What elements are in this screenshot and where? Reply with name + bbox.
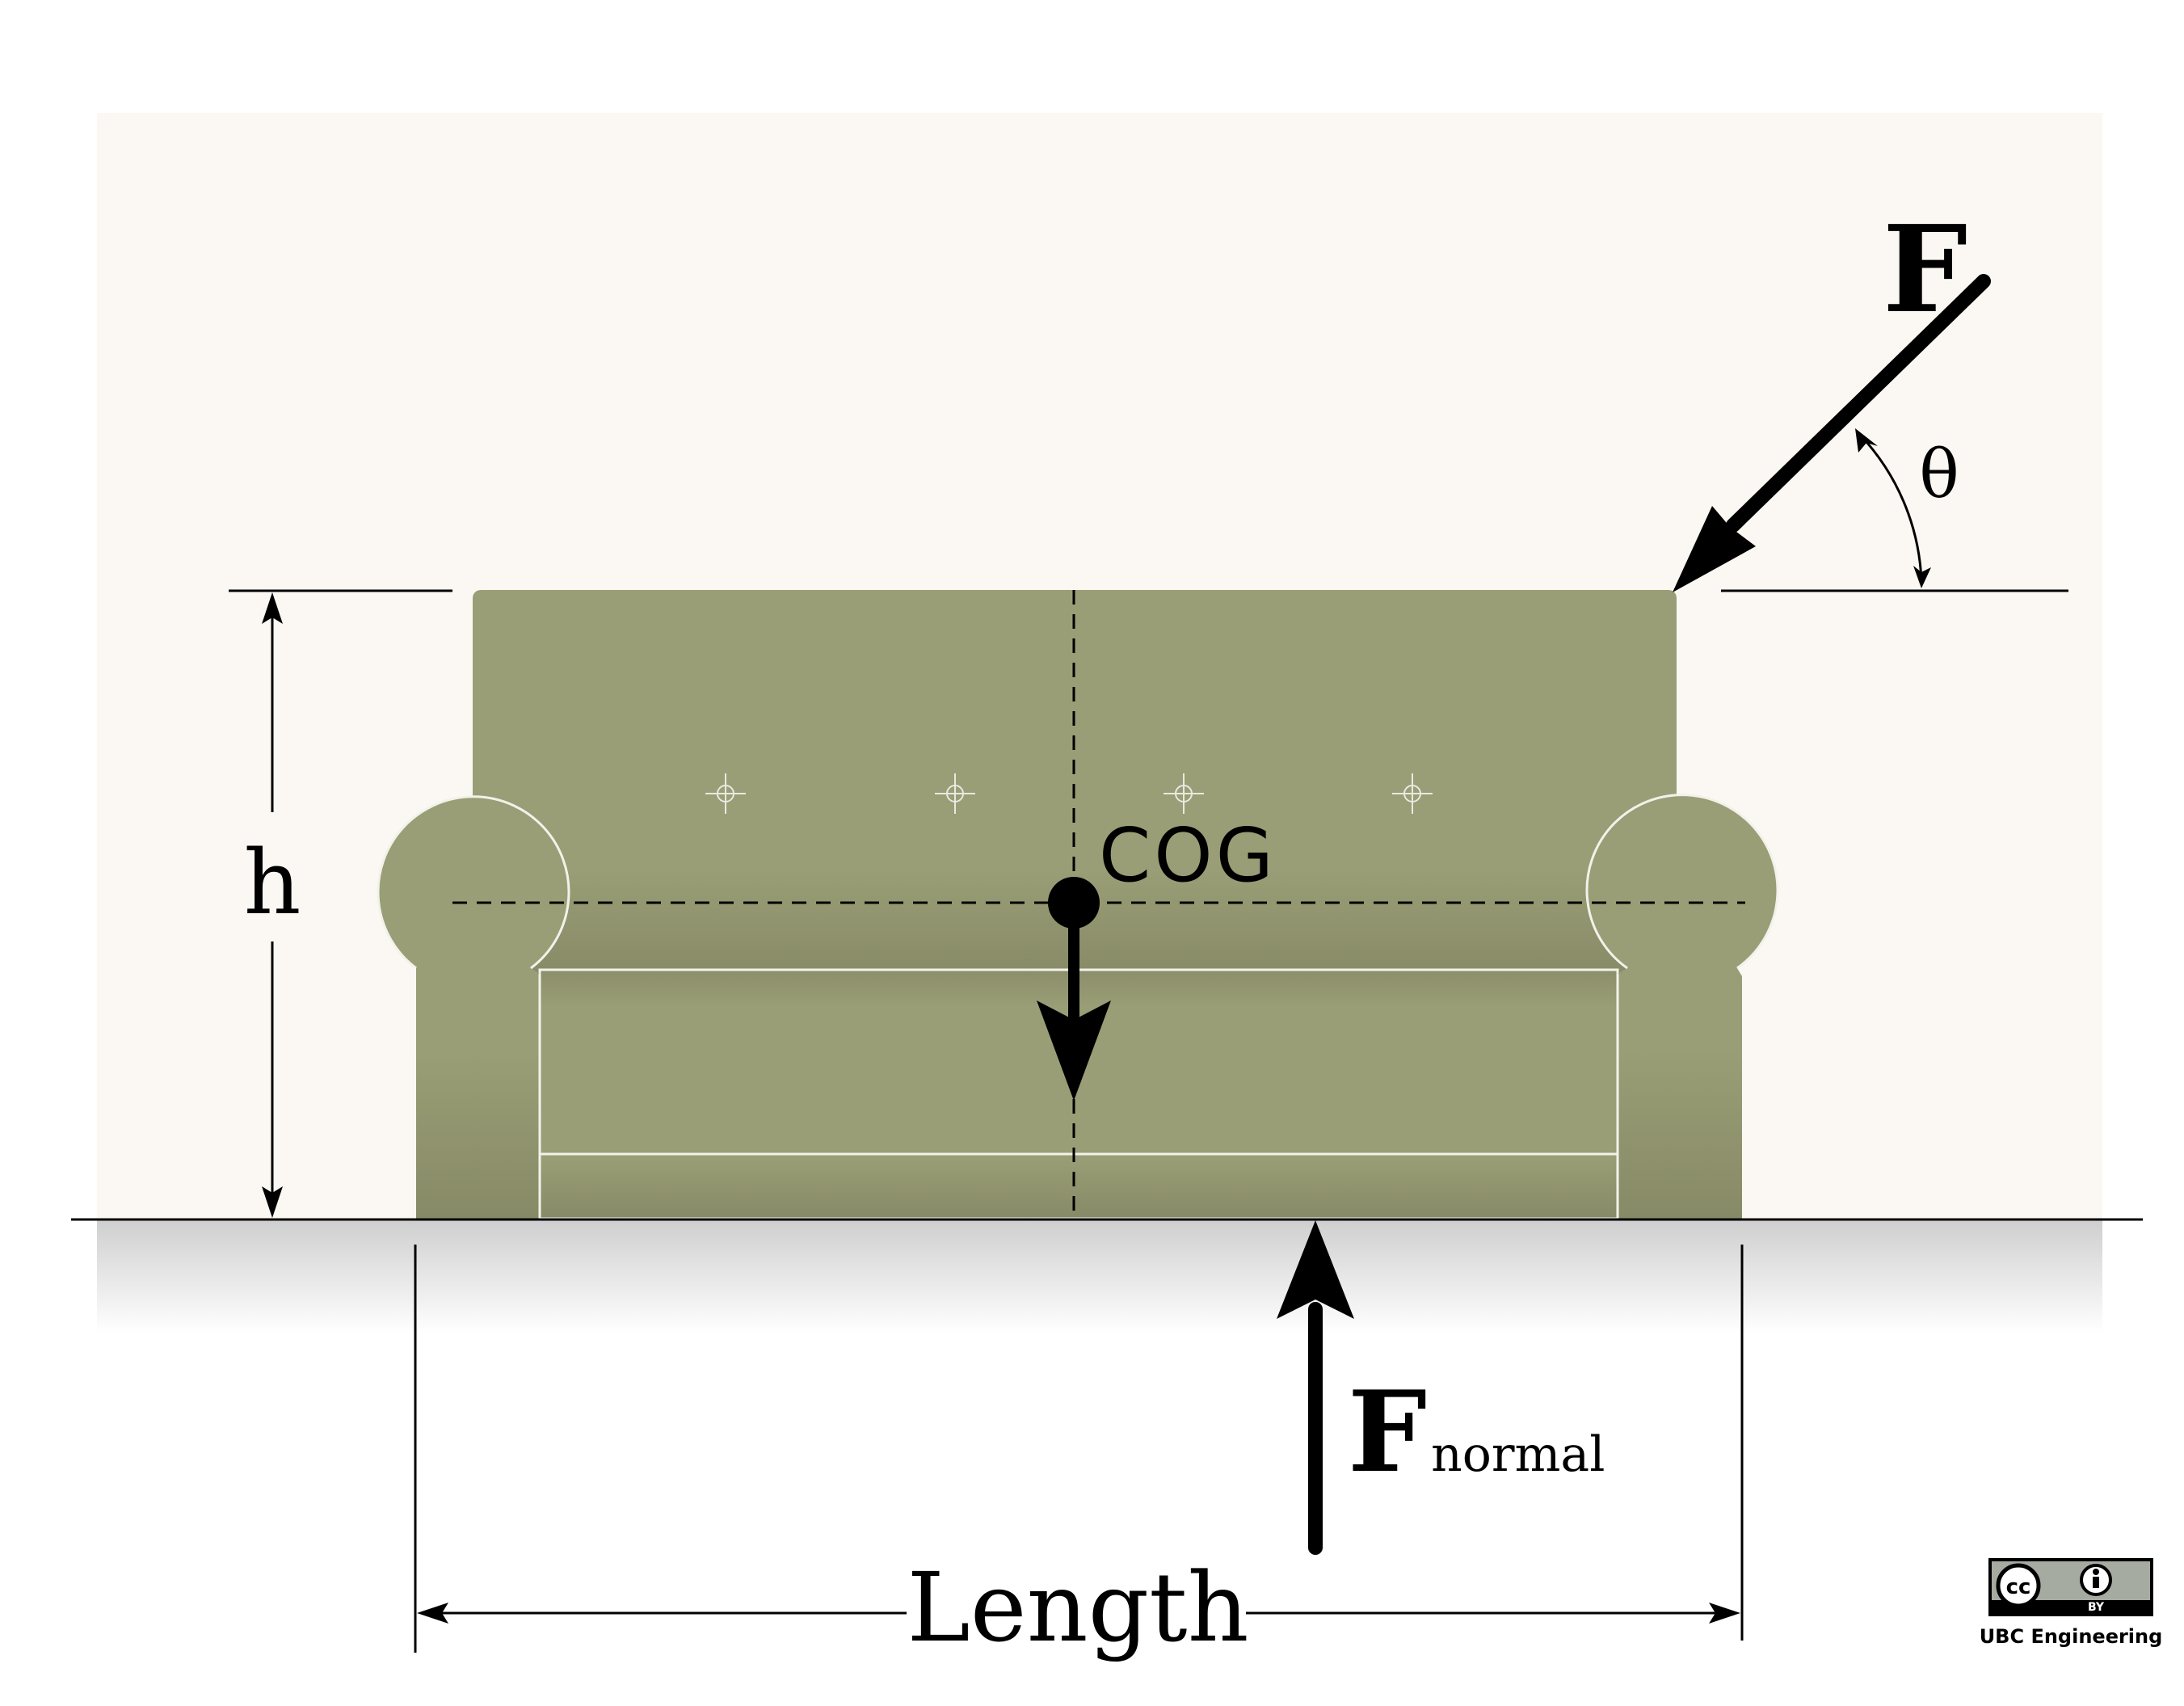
- angle-arc-arrow-bottom: [1913, 566, 1931, 588]
- applied-force-shaft: [1726, 274, 1991, 533]
- by-text: BY: [2088, 1601, 2105, 1614]
- tuft-button: [1392, 773, 1433, 814]
- tuft-button: [705, 773, 746, 814]
- angle-arc: [1858, 433, 1923, 581]
- length-arrow-left: [417, 1603, 448, 1624]
- normal-force-head: [1277, 1220, 1354, 1319]
- floor-shadow: [97, 1220, 2102, 1333]
- length-label: Length: [907, 1552, 1248, 1663]
- height-label: h: [244, 831, 301, 934]
- normal-force-label: F normal: [1348, 1366, 1605, 1497]
- cc-text: cc: [2006, 1575, 2031, 1599]
- tufting-buttons: [705, 773, 1433, 814]
- applied-force-head: [1673, 506, 1756, 592]
- tuft-button: [935, 773, 975, 814]
- normal-force-main: F: [1348, 1366, 1427, 1497]
- applied-force-label: F: [1883, 199, 1967, 339]
- cc-icon: [1996, 1563, 2041, 1608]
- cog-label: COG: [1099, 812, 1277, 899]
- height-arrow-bottom: [262, 1186, 283, 1218]
- angle-arc-arrow-top: [1855, 428, 1878, 453]
- right-arm: [1585, 794, 1779, 1219]
- weight-arrow-head: [1037, 1000, 1111, 1101]
- license-credit: UBC Engineering: [1980, 1625, 2163, 1648]
- length-arrow-right: [1709, 1603, 1740, 1624]
- license-badge: cc BY UBC Engineering: [1980, 1558, 2163, 1648]
- height-arrow-top: [262, 592, 283, 624]
- angle-label: θ: [1919, 436, 1959, 513]
- tuft-button: [1164, 773, 1204, 814]
- left-arm: [377, 795, 570, 1219]
- normal-force-subscript: normal: [1431, 1426, 1605, 1483]
